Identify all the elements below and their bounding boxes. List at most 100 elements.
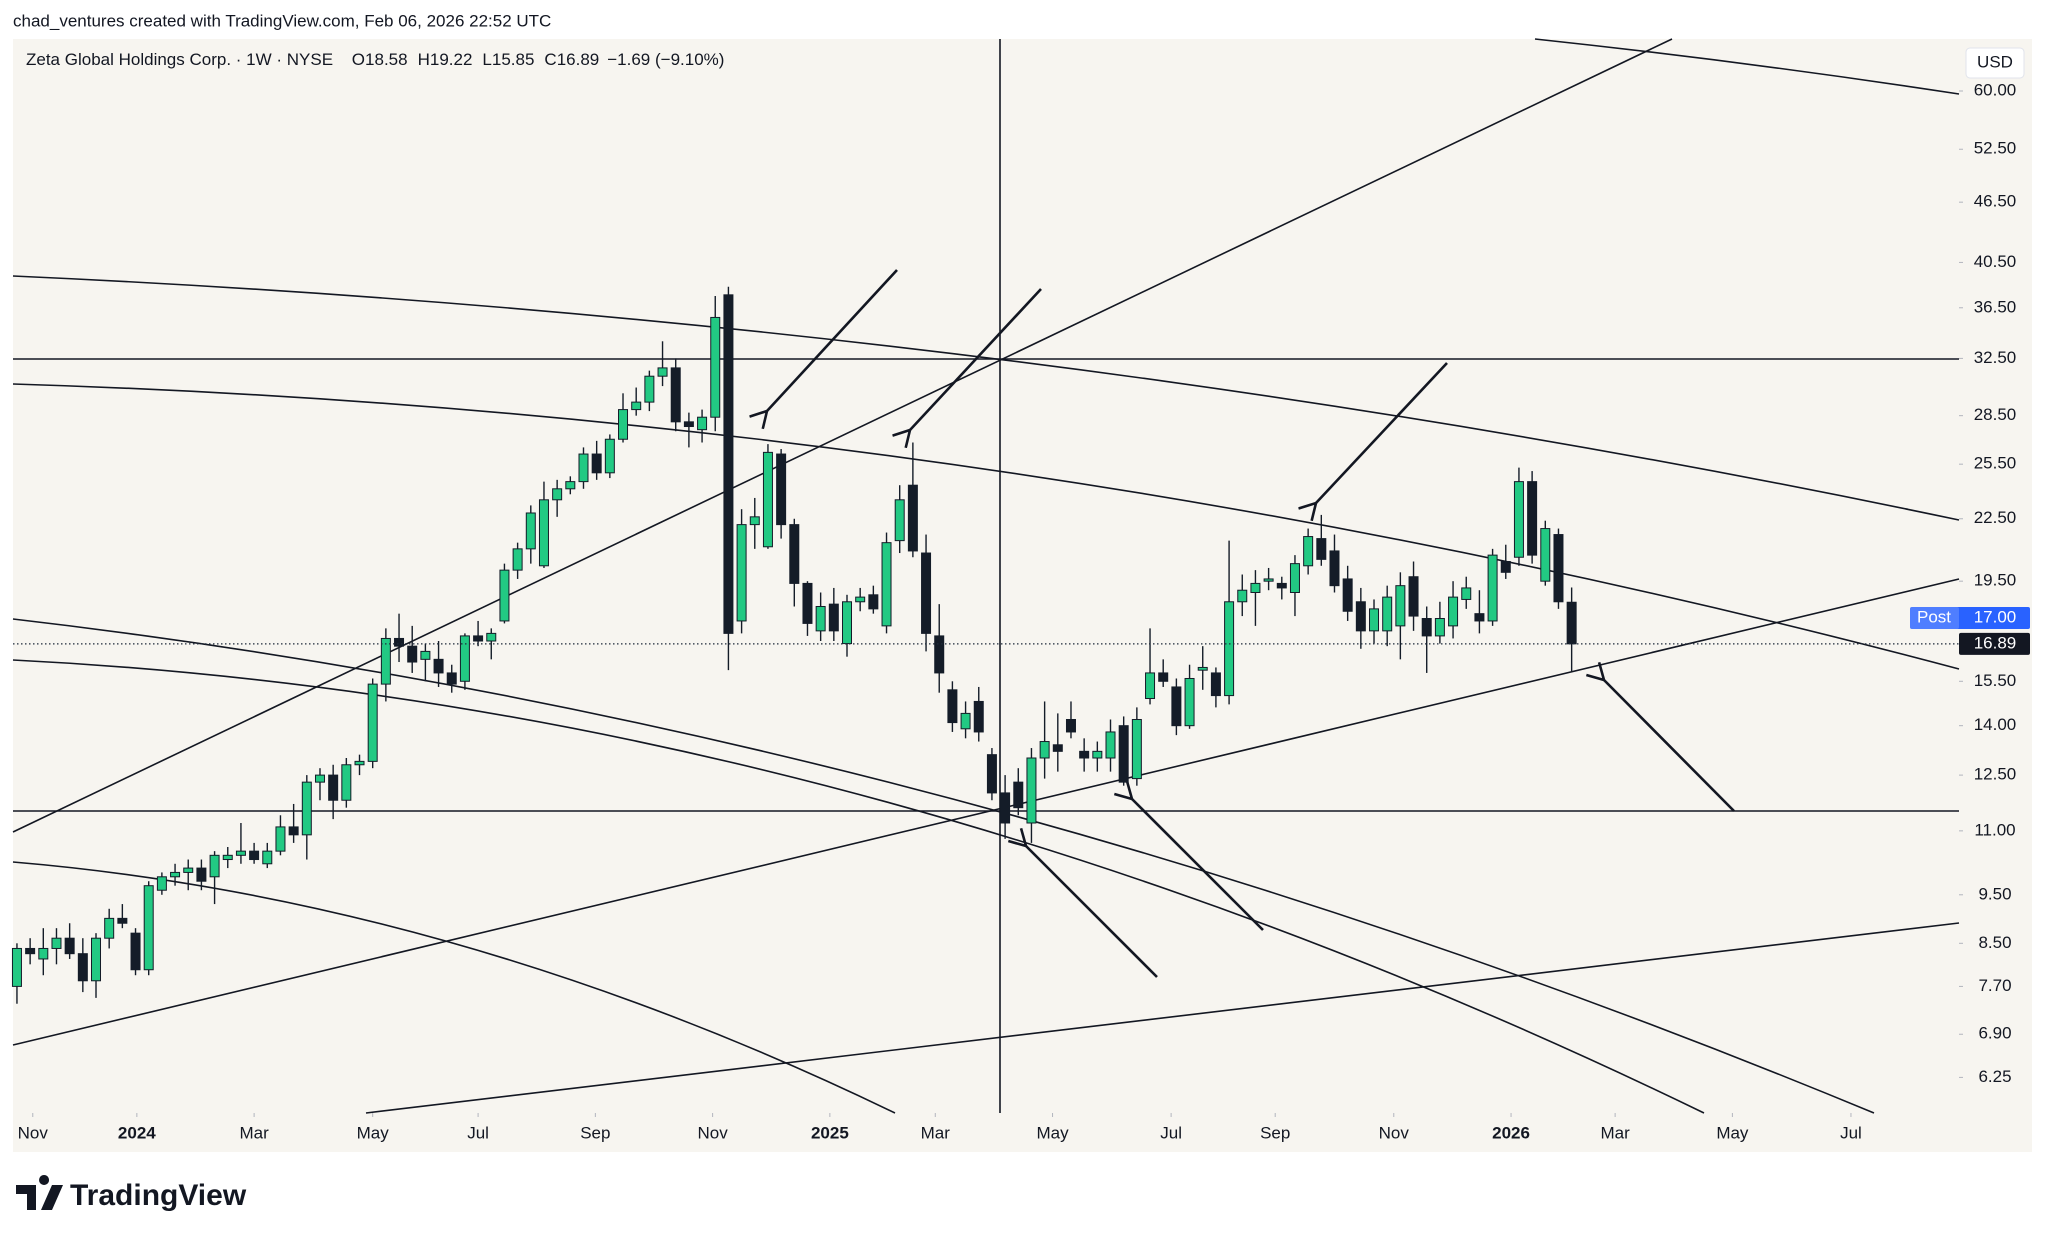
candle-body: [130, 932, 141, 971]
candle-body: [1197, 666, 1208, 671]
candle-body: [631, 401, 642, 411]
candle-body: [1540, 528, 1551, 582]
candle-body: [156, 876, 167, 891]
y-tick-label: 14.00: [1974, 715, 2017, 734]
candle-body: [525, 512, 536, 550]
change: −1.69 (−9.10%): [607, 50, 724, 69]
x-tick-label: 2025: [811, 1123, 849, 1142]
trend-line: [365, 922, 1960, 1114]
candle-body: [1000, 792, 1011, 824]
candle-body: [1382, 596, 1393, 632]
ohlc-prefix: C: [544, 50, 556, 69]
legend-background: [26, 46, 766, 76]
candle-body: [328, 774, 339, 801]
y-tick-label: 32.50: [1974, 348, 2017, 367]
candle-body: [1105, 731, 1116, 759]
candle-body: [973, 700, 984, 733]
candle-body: [604, 438, 615, 474]
candle-body: [380, 637, 391, 685]
logo-icon: [16, 1175, 63, 1210]
candle-body: [262, 850, 273, 865]
candle-body: [183, 867, 194, 873]
candle-body: [512, 548, 523, 571]
candle-body: [38, 947, 49, 960]
post-label: Post: [1917, 607, 1951, 626]
candle-body: [881, 542, 892, 627]
arc: [1534, 38, 1960, 95]
symbol-title: Zeta Global Holdings Corp. · 1W · NYSE: [26, 50, 333, 69]
last-price-box: [1959, 632, 2030, 655]
x-tick-label: Nov: [1379, 1123, 1410, 1142]
candle-body: [1369, 608, 1380, 632]
candle-body: [64, 937, 75, 955]
candle-body: [1118, 725, 1129, 783]
candle-body: [1566, 601, 1577, 645]
candles: [11, 286, 1577, 1004]
brand-logo: TradingView: [16, 1175, 247, 1212]
candle-body: [1145, 672, 1156, 700]
ohlc-value: 19.22: [430, 50, 473, 69]
candle-body: [565, 481, 576, 490]
candle-body: [91, 937, 102, 982]
arc: [12, 383, 1960, 670]
arc: [12, 618, 1875, 1114]
x-tick-label: May: [1036, 1123, 1069, 1142]
y-tick-label: 28.50: [1974, 405, 2017, 424]
candle-body: [1500, 560, 1511, 573]
candle-body: [1355, 601, 1366, 632]
currency[interactable]: USD: [1977, 52, 2013, 71]
post-price-marker: [1910, 607, 2030, 630]
drawings: [12, 38, 1960, 1114]
candle-body: [394, 637, 405, 647]
last-price-label: 16.89: [1974, 633, 2017, 652]
candle-body: [288, 826, 299, 836]
arrow: [1132, 799, 1264, 931]
y-tick-label: 6.25: [1978, 1067, 2011, 1086]
candle-body: [776, 453, 787, 526]
y-tick-label: 25.50: [1974, 454, 2017, 473]
candle-body: [235, 850, 246, 856]
candle-body: [1079, 750, 1090, 759]
candle-body: [1013, 781, 1024, 809]
arc: [12, 861, 896, 1114]
header: chad_ventures created with TradingView.c…: [13, 11, 551, 30]
y-tick-label: 9.50: [1978, 884, 2011, 903]
candle-body: [341, 764, 352, 801]
candle-body: [1092, 750, 1103, 759]
candle-body: [894, 499, 905, 542]
candle-body: [1158, 672, 1169, 682]
candle-body: [789, 524, 800, 584]
x-tick-label: Jul: [1840, 1123, 1862, 1142]
x-tick-label: 2026: [1492, 1123, 1530, 1142]
candle-body: [644, 375, 655, 403]
arrow: [910, 288, 1042, 430]
candle-body: [433, 658, 444, 674]
y-tick-label: 40.50: [1974, 252, 2017, 271]
candle-body: [1171, 686, 1182, 727]
x-tick-label: Nov: [18, 1123, 49, 1142]
candle-body: [670, 367, 681, 423]
candle-body: [1513, 481, 1524, 558]
arc: [12, 275, 1960, 521]
currency-box[interactable]: [1965, 47, 2025, 79]
candle-body: [196, 867, 207, 882]
candle-body: [117, 917, 128, 924]
y-tick-label: 19.50: [1974, 571, 2017, 590]
candle-body: [275, 826, 286, 852]
candle-body: [907, 484, 918, 552]
candle-body: [842, 601, 852, 645]
trend-line: [12, 38, 1673, 833]
candle-body: [1237, 589, 1248, 603]
trend-line: [12, 578, 1960, 1046]
candle-body: [947, 689, 958, 724]
candle-body: [25, 947, 36, 955]
candle-body: [710, 316, 721, 418]
x-tick-label: Mar: [239, 1123, 269, 1142]
ohlc-value: 16.89: [557, 50, 600, 69]
candle-body: [1250, 582, 1261, 593]
candle-body: [1039, 741, 1050, 759]
candle-body: [921, 552, 932, 634]
x-tick-label: Sep: [580, 1123, 610, 1142]
y-tick-label: 46.50: [1974, 192, 2017, 211]
